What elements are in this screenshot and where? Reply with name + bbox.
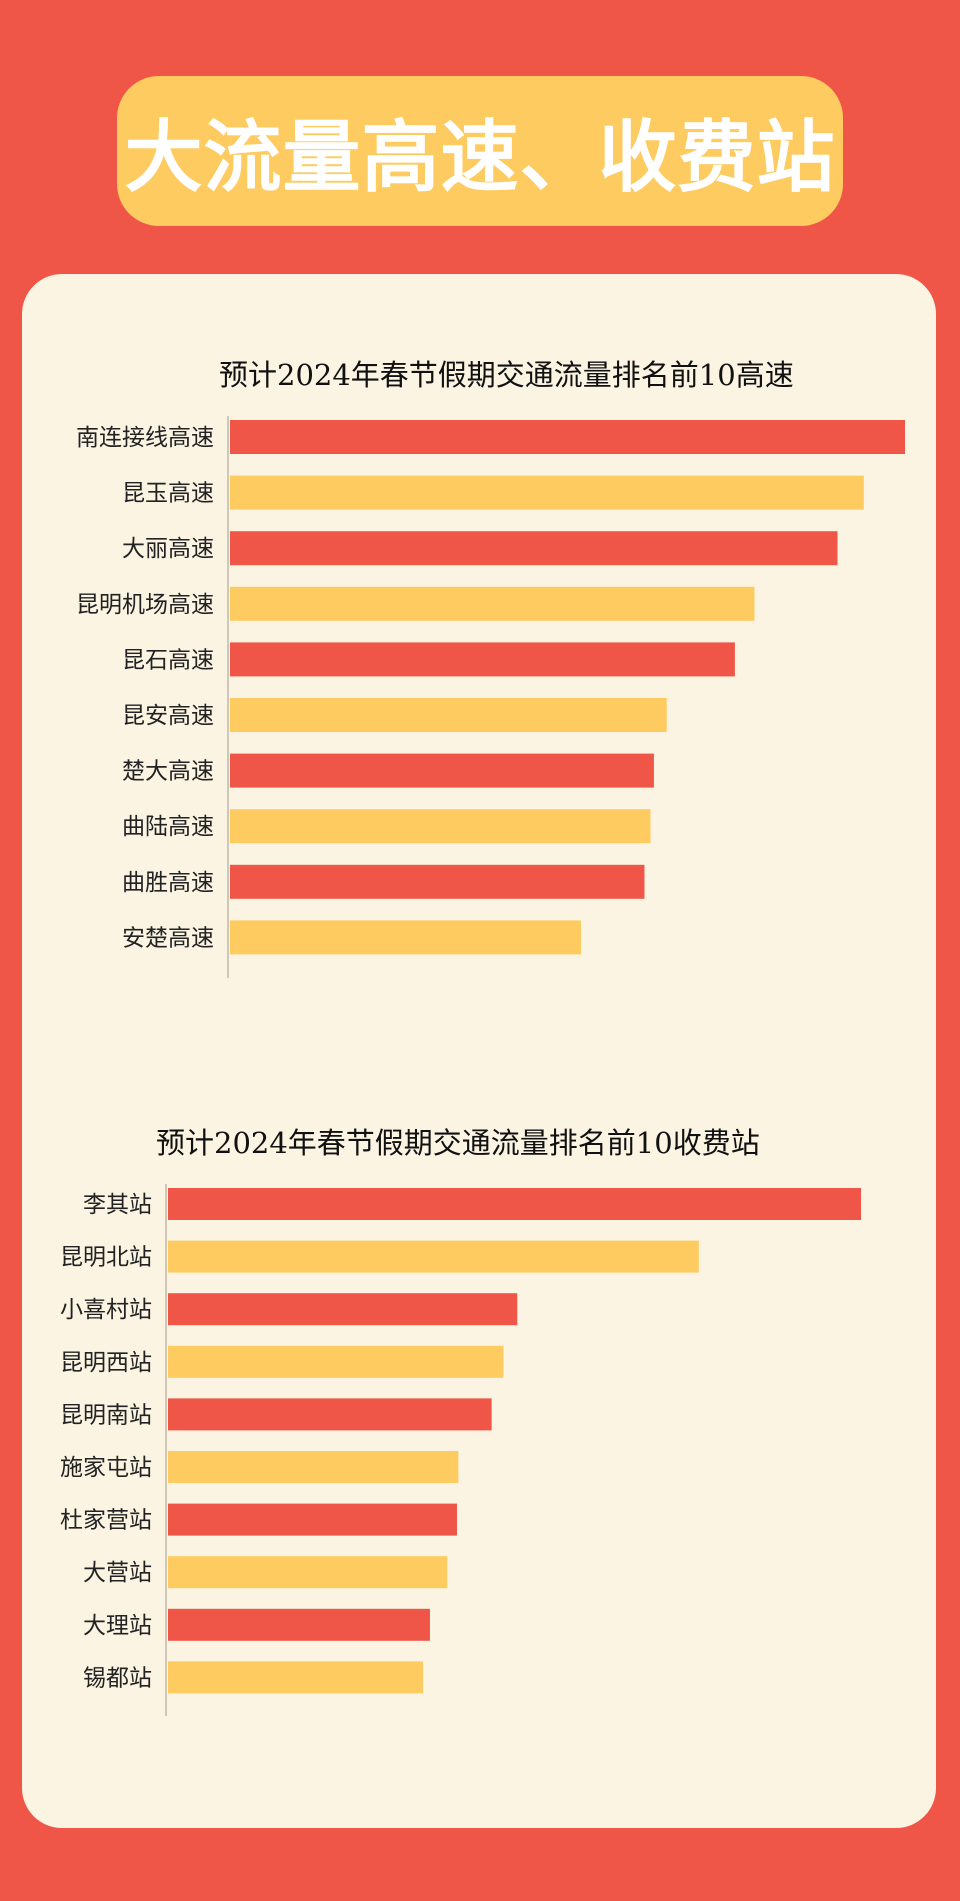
toll-station-bar [168,1503,457,1536]
highway-bar [230,698,667,732]
toll-station-category-label: 大理站 [83,1613,152,1639]
toll-station-category-label: 昆明南站 [60,1402,152,1428]
toll-station-category-label: 大营站 [83,1560,152,1586]
toll-station-category-label: 施家屯站 [60,1455,152,1481]
toll-station-bar [168,1451,459,1483]
toll-station-bar [168,1556,448,1589]
highway-bar [230,642,735,677]
toll-station-category-label: 昆明北站 [60,1245,152,1271]
highway-bar [230,809,651,844]
toll-station-bar [168,1661,424,1694]
highway-category-label: 昆明机场高速 [76,592,214,618]
chart-panel: 预计2024年春节假期交通流量排名前10高速 南连接线高速昆玉高速大丽高速昆明机… [22,274,936,1828]
toll-station-category-label: 杜家营站 [60,1508,152,1534]
highway-bar [230,420,905,454]
highway-category-label: 南连接线高速 [76,425,214,451]
toll-station-category-label: 昆明西站 [60,1350,152,1376]
toll-station-category-label: 小喜村站 [60,1297,152,1323]
toll-station-bar [168,1608,430,1641]
highway-chart-title: 预计2024年春节假期交通流量排名前10高速 [219,358,794,392]
highway-category-label: 昆石高速 [122,647,214,673]
highway-bar [230,864,645,899]
highway-category-label: 楚大高速 [122,759,214,785]
highway-bar [230,586,755,621]
toll-station-category-label: 李其站 [83,1192,152,1218]
toll-station-chart-title: 预计2024年春节假期交通流量排名前10收费站 [156,1126,760,1160]
toll-station-bar [168,1188,861,1220]
toll-station-bar [168,1398,492,1431]
toll-station-bar [168,1293,518,1326]
toll-station-category-label: 锡都站 [83,1665,152,1691]
highway-category-label: 曲胜高速 [122,870,214,896]
highway-bar [230,531,838,566]
page-title: 大流量高速、收费站 [124,113,836,203]
title-banner: 大流量高速、收费站 [117,76,843,226]
highway-bar [230,475,864,510]
highway-category-label: 大丽高速 [122,536,214,562]
highway-bar [230,753,654,788]
highway-bar-chart: 南连接线高速昆玉高速大丽高速昆明机场高速昆石高速昆安高速楚大高速曲陆高速曲胜高速… [76,416,905,978]
highway-category-label: 昆安高速 [122,703,214,729]
highway-category-label: 昆玉高速 [122,481,214,507]
highway-bar [230,920,581,955]
toll-station-bar [168,1240,699,1273]
highway-category-label: 安楚高速 [122,925,214,951]
toll-station-bar [168,1345,504,1378]
highway-category-label: 曲陆高速 [122,814,214,840]
